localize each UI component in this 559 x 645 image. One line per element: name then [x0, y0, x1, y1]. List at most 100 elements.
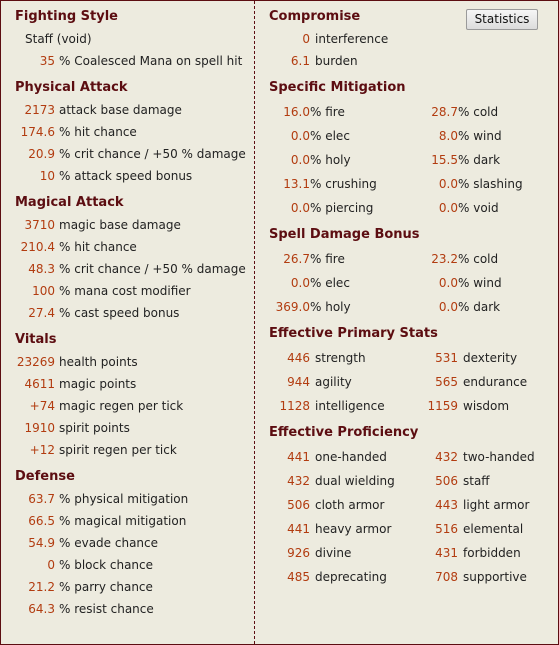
stat-label: % Coalesced Mana on spell hit — [59, 54, 243, 68]
section-title: Spell Damage Bonus — [269, 227, 420, 242]
stat-label: % cold — [458, 252, 499, 266]
stat-value: 13.1 — [283, 177, 310, 191]
stat-value: 1128 — [279, 399, 310, 413]
stat-label: % block chance — [59, 558, 154, 572]
stat-label: forbidden — [463, 546, 521, 560]
stat-label: % elec — [310, 129, 350, 143]
stat-label: % crushing — [310, 177, 377, 191]
stat-value: 0.0 — [438, 201, 458, 215]
stat-label: strength — [315, 351, 366, 365]
stat-value: 8.0 — [438, 129, 458, 143]
stat-value: +12 — [29, 443, 55, 457]
stat-label: supportive — [463, 570, 527, 584]
stat-label: % magical mitigation — [59, 514, 187, 528]
stat-label: light armor — [463, 498, 530, 512]
stat-value: 0.0 — [438, 276, 458, 290]
section-title: Vitals — [15, 332, 57, 347]
stat-value: 531 — [435, 351, 458, 365]
stat-label: two-handed — [463, 450, 535, 464]
stat-label: % fire — [310, 252, 345, 266]
stat-value: 0.0 — [290, 153, 310, 167]
stat-value: 506 — [287, 498, 310, 512]
stat-label: spirit points — [59, 421, 130, 435]
stat-value: 54.9 — [28, 536, 55, 550]
stat-label: magic regen per tick — [59, 399, 184, 413]
stat-value: 2173 — [24, 103, 55, 117]
stat-label: % hit chance — [59, 125, 137, 139]
stat-value: 0 — [302, 32, 310, 46]
stat-label: % holy — [310, 153, 351, 167]
stat-value: 506 — [435, 474, 458, 488]
stat-label: wisdom — [463, 399, 510, 413]
stat-value: 1159 — [427, 399, 458, 413]
stat-label: % holy — [310, 300, 351, 314]
stat-label: % dark — [458, 300, 501, 314]
stat-value: 23.2 — [431, 252, 458, 266]
stat-value: 48.3 — [28, 262, 55, 276]
stat-value: 4611 — [24, 377, 55, 391]
stat-value: 708 — [435, 570, 458, 584]
stat-label: deprecating — [315, 570, 387, 584]
stat-label: % wind — [458, 276, 502, 290]
stat-label: magic base damage — [59, 218, 181, 232]
stat-label: % elec — [310, 276, 350, 290]
stat-value: 369.0 — [275, 300, 310, 314]
stat-value: 441 — [287, 450, 310, 464]
section-title: Fighting Style — [15, 9, 118, 24]
stat-value: 1910 — [24, 421, 55, 435]
stat-value: 0.0 — [290, 129, 310, 143]
stat-label: one-handed — [315, 450, 387, 464]
stat-value: 944 — [287, 375, 310, 389]
stat-value: 432 — [287, 474, 310, 488]
stat-label: staff — [463, 474, 490, 488]
stat-label: spirit regen per tick — [59, 443, 177, 457]
stat-value: 432 — [435, 450, 458, 464]
stat-value: 431 — [435, 546, 458, 560]
stat-value: 20.9 — [28, 147, 55, 161]
stat-label: magic points — [59, 377, 137, 391]
stat-value: 16.0 — [283, 105, 310, 119]
stat-label: divine — [315, 546, 352, 560]
stat-value: 0.0 — [438, 177, 458, 191]
stat-value: 35 — [39, 54, 55, 68]
stat-label: dexterity — [463, 351, 518, 365]
section-title: Physical Attack — [15, 80, 128, 95]
stat-label: % resist chance — [59, 602, 154, 616]
stat-label: % crit chance / +50 % damage — [59, 147, 246, 161]
stat-value: 446 — [287, 351, 310, 365]
stat-value: 565 — [435, 375, 458, 389]
stat-label: health points — [59, 355, 138, 369]
stat-label: elemental — [463, 522, 524, 536]
style-name: Staff (void) — [25, 32, 92, 46]
stat-value: 15.5 — [431, 153, 458, 167]
stat-label: % wind — [458, 129, 502, 143]
stat-label: % slashing — [458, 177, 523, 191]
stat-value: 0.0 — [438, 300, 458, 314]
stat-value: 0.0 — [290, 201, 310, 215]
stat-value: 485 — [287, 570, 310, 584]
stat-label: endurance — [463, 375, 528, 389]
stat-label: intelligence — [315, 399, 385, 413]
stat-label: % fire — [310, 105, 345, 119]
stat-label: cloth armor — [315, 498, 385, 512]
stat-label: interference — [315, 32, 389, 46]
section-title: Magical Attack — [15, 195, 124, 210]
stat-value: 28.7 — [431, 105, 458, 119]
stat-value: 100 — [32, 284, 55, 298]
stat-value: 926 — [287, 546, 310, 560]
stat-label: % mana cost modifier — [59, 284, 191, 298]
stat-label: % cold — [458, 105, 499, 119]
statistics-button[interactable]: Statistics — [466, 9, 538, 30]
stat-value: 26.7 — [283, 252, 310, 266]
stat-label: agility — [315, 375, 352, 389]
section-title: Effective Primary Stats — [269, 326, 438, 341]
stat-label: % hit chance — [59, 240, 137, 254]
stat-value: 21.2 — [28, 580, 55, 594]
stat-label: % parry chance — [59, 580, 153, 594]
stat-value: 23269 — [16, 355, 55, 369]
section-title: Defense — [15, 469, 75, 484]
stat-label: % dark — [458, 153, 501, 167]
stat-value: 27.4 — [28, 306, 55, 320]
stat-value: 441 — [287, 522, 310, 536]
stat-label: % crit chance / +50 % damage — [59, 262, 246, 276]
